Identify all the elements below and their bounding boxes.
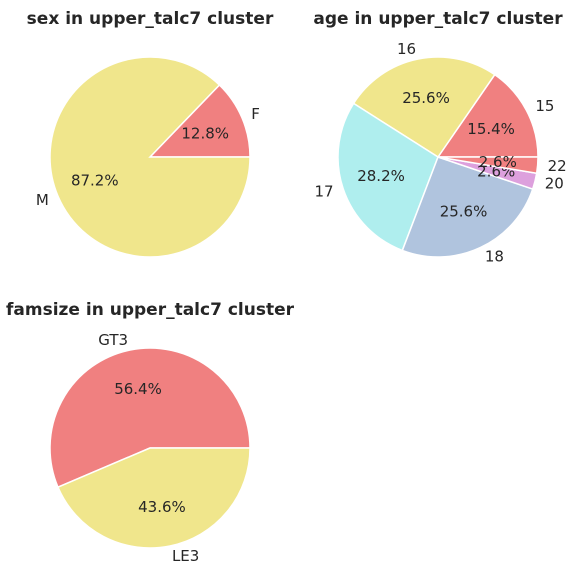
famsize-chart-title: famsize in upper_talc7 cluster xyxy=(6,300,295,320)
sex-slice-label: F xyxy=(251,105,260,123)
age-slice-15 xyxy=(436,73,539,158)
age-slice-label: 15 xyxy=(535,97,554,115)
sex-chart-title: sex in upper_talc7 cluster xyxy=(27,9,274,29)
age-slice-percent: 2.6% xyxy=(479,153,517,171)
age-slice-22 xyxy=(437,156,539,175)
age-slice-percent: 25.6% xyxy=(402,89,450,107)
sex-slice-label: M xyxy=(36,191,49,209)
age-slice-label: 18 xyxy=(485,248,504,266)
famsize-slice-label: GT3 xyxy=(98,331,128,349)
age-pie-chart: age in upper_talc7 cluster 15 15.4% 16 25.6%… xyxy=(313,9,566,266)
famsize-pie-chart: famsize in upper_talc7 cluster GT3 56.4% LE… xyxy=(6,300,295,565)
age-slice-label: 16 xyxy=(397,40,416,58)
age-slice-label: 22 xyxy=(548,157,567,175)
age-slice-18 xyxy=(401,156,534,258)
age-slice-label: 17 xyxy=(315,183,334,201)
famsize-slice-gt3 xyxy=(49,347,251,489)
age-slice-percent: 15.4% xyxy=(467,120,515,138)
sex-pie-chart: sex in upper_talc7 cluster F 12.8% M 87.2% xyxy=(27,9,274,258)
age-slice-label: 20 xyxy=(545,175,564,193)
age-chart-title: age in upper_talc7 cluster xyxy=(313,9,563,29)
famsize-slice-label: LE3 xyxy=(172,547,199,565)
famsize-slice-percent: 56.4% xyxy=(114,380,162,398)
sex-slice-m xyxy=(49,56,251,258)
age-slice-17 xyxy=(337,102,439,252)
sex-slice-percent: 87.2% xyxy=(71,171,119,189)
age-slice-percent: 25.6% xyxy=(440,202,488,220)
sex-slice-percent: 12.8% xyxy=(181,125,229,143)
famsize-slice-le3 xyxy=(56,447,251,549)
famsize-slice-percent: 43.6% xyxy=(138,498,186,516)
sex-slice-f xyxy=(148,83,251,158)
age-slice-16 xyxy=(352,56,496,159)
age-slice-percent: 28.2% xyxy=(357,167,405,185)
